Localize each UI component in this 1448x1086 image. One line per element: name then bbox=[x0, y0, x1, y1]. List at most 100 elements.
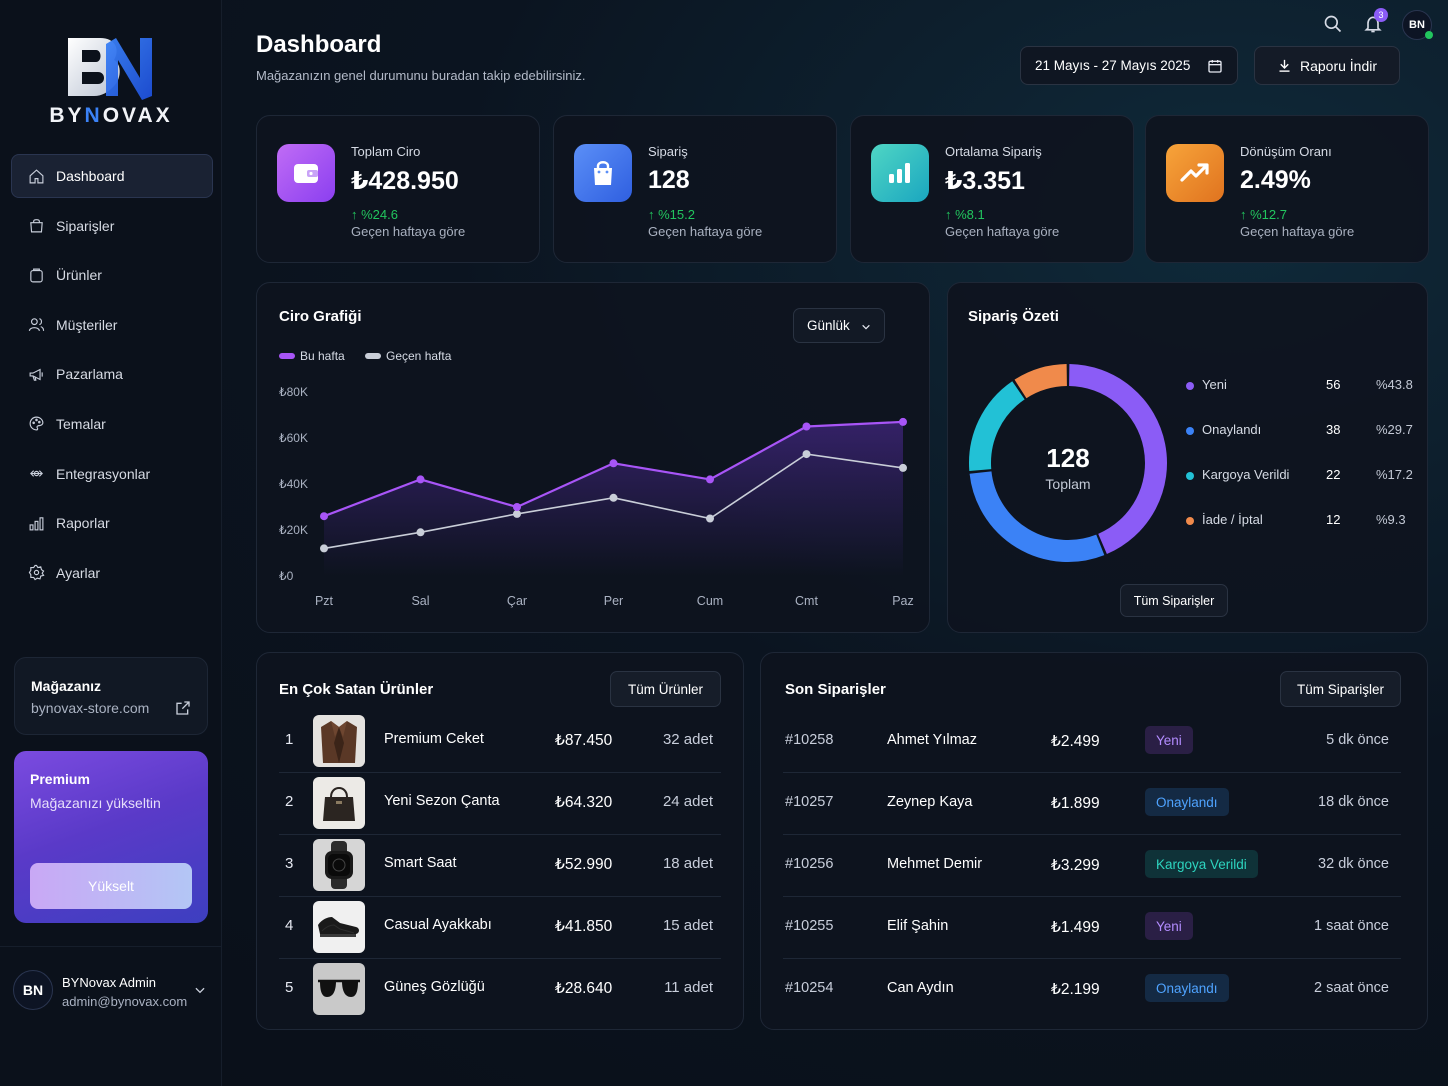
premium-title: Premium bbox=[30, 771, 90, 787]
data-point[interactable] bbox=[320, 544, 328, 553]
sidebar-item-reports[interactable]: Raporlar bbox=[11, 501, 213, 545]
kpi-label: Sipariş bbox=[648, 144, 688, 159]
order-id: #10254 bbox=[785, 980, 834, 996]
product-quantity: 32 adet bbox=[662, 731, 713, 748]
user-email: admin@bynovax.com bbox=[62, 994, 188, 1009]
y-tick-label: ₺40K bbox=[279, 477, 308, 491]
revenue-chart-card: Ciro Grafiği Günlük Bu hafta Geçen hafta… bbox=[256, 282, 930, 633]
recent-orders-card: Son Siparişler Tüm Siparişler #10258 Ahm… bbox=[760, 652, 1428, 1030]
chevron-down-icon bbox=[862, 324, 870, 330]
avatar: BN bbox=[13, 970, 53, 1010]
data-point[interactable] bbox=[416, 528, 425, 537]
sidebar-nav: Dashboard Siparişler Ürünler Müşteriler … bbox=[11, 154, 213, 600]
table-row[interactable]: #10255 Elif Şahin ₺1.499 Yeni 1 saat önc… bbox=[783, 897, 1401, 959]
data-point[interactable] bbox=[609, 459, 618, 468]
table-row[interactable]: #10256 Mehmet Demir ₺3.299 Kargoya Veril… bbox=[783, 835, 1401, 897]
data-point[interactable] bbox=[802, 422, 811, 431]
date-range-label: 21 Mayıs - 27 Mayıs 2025 bbox=[1035, 58, 1191, 73]
user-menu[interactable]: BN BYNovax Admin admin@bynovax.com bbox=[13, 970, 213, 1012]
home-icon bbox=[29, 168, 44, 183]
donut-slice[interactable] bbox=[969, 381, 1025, 471]
product-revenue: ₺52.990 bbox=[555, 856, 613, 873]
x-tick-label: Cum bbox=[697, 594, 723, 608]
sidebar-item-customers[interactable]: Müşteriler bbox=[11, 303, 213, 347]
period-select[interactable]: Günlük bbox=[793, 308, 885, 343]
wallet-icon bbox=[277, 144, 335, 202]
table-row[interactable]: #10257 Zeynep Kaya ₺1.899 Onaylandı 18 d… bbox=[783, 773, 1401, 835]
sidebar-item-dashboard[interactable]: Dashboard bbox=[11, 154, 213, 198]
status-badge: Kargoya Verildi bbox=[1145, 850, 1258, 878]
date-range-picker[interactable]: 21 Mayıs - 27 Mayıs 2025 bbox=[1020, 46, 1238, 85]
bell-icon[interactable] bbox=[1363, 14, 1383, 34]
order-id: #10257 bbox=[785, 794, 834, 810]
sidebar-item-marketing[interactable]: Pazarlama bbox=[11, 352, 213, 396]
shoe-icon bbox=[313, 901, 365, 953]
kpi-value: ₺428.950 bbox=[351, 167, 459, 195]
watch-icon bbox=[313, 839, 365, 891]
data-point[interactable] bbox=[609, 493, 618, 502]
all-products-button[interactable]: Tüm Ürünler bbox=[610, 671, 721, 707]
all-orders-button[interactable]: Tüm Siparişler bbox=[1280, 671, 1401, 707]
table-row[interactable]: #10258 Ahmet Yılmaz ₺2.499 Yeni 5 dk önc… bbox=[783, 711, 1401, 773]
store-url[interactable]: bynovax-store.com bbox=[31, 700, 150, 716]
brand-logo[interactable]: BYNOVAX bbox=[0, 34, 222, 128]
table-row[interactable]: 2 Yeni Sezon Çanta ₺64.320 24 adet bbox=[279, 773, 721, 835]
sidebar-item-products[interactable]: Ürünler bbox=[11, 253, 213, 297]
kpi-value: 2.49% bbox=[1240, 166, 1311, 194]
kpi-change: ↑ %8.1 bbox=[945, 207, 985, 222]
store-card[interactable]: Mağazanız bynovax-store.com bbox=[14, 657, 208, 735]
donut-slice[interactable] bbox=[1014, 364, 1068, 399]
sidebar-item-themes[interactable]: Temalar bbox=[11, 402, 213, 446]
product-name: Premium Ceket bbox=[384, 731, 484, 747]
legend-dot bbox=[1186, 517, 1194, 525]
bar-chart-icon bbox=[871, 144, 929, 202]
premium-card: Premium Mağazanızı yükseltin Yükselt bbox=[14, 751, 208, 923]
order-time: 2 saat önce bbox=[1314, 980, 1389, 996]
status-badge: Yeni bbox=[1145, 912, 1193, 940]
chevron-down-icon[interactable] bbox=[193, 983, 207, 997]
legend-dot bbox=[1186, 382, 1194, 390]
product-quantity: 24 adet bbox=[662, 793, 713, 810]
donut-slice[interactable] bbox=[1068, 364, 1167, 555]
table-row[interactable]: 4 Casual Ayakkabı ₺41.850 15 adet bbox=[279, 897, 721, 959]
data-point[interactable] bbox=[899, 463, 907, 472]
data-point[interactable] bbox=[899, 417, 907, 426]
kpi-change: ↑ %12.7 bbox=[1240, 207, 1287, 222]
donut-slice[interactable] bbox=[969, 470, 1105, 562]
sidebar-item-label: Pazarlama bbox=[56, 366, 123, 383]
table-row[interactable]: 3 Smart Saat ₺52.990 18 adet bbox=[279, 835, 721, 897]
data-point[interactable] bbox=[513, 509, 521, 518]
legend-last-week[interactable]: Geçen hafta bbox=[365, 349, 451, 363]
data-point[interactable] bbox=[320, 512, 328, 521]
data-point[interactable] bbox=[706, 475, 714, 484]
data-point[interactable] bbox=[706, 514, 714, 523]
user-name: BYNovax Admin bbox=[62, 975, 156, 990]
trend-up-icon bbox=[1166, 144, 1224, 202]
legend-this-week[interactable]: Bu hafta bbox=[279, 349, 345, 363]
notification-badge: 3 bbox=[1374, 8, 1388, 22]
upgrade-button[interactable]: Yükselt bbox=[30, 863, 192, 909]
table-row[interactable]: 1 Premium Ceket ₺87.450 32 adet bbox=[279, 711, 721, 773]
all-orders-button[interactable]: Tüm Siparişler bbox=[1120, 584, 1228, 617]
sidebar-item-orders[interactable]: Siparişler bbox=[11, 204, 213, 248]
product-quantity: 11 adet bbox=[664, 979, 713, 996]
legend-item-new: Yeni 56 %43.8 bbox=[1186, 377, 1416, 397]
order-id: #10255 bbox=[785, 918, 834, 934]
top-products-card: En Çok Satan Ürünler Tüm Ürünler 1 Premi… bbox=[256, 652, 744, 1030]
table-row[interactable]: 5 Güneş Gözlüğü ₺28.640 11 adet bbox=[279, 959, 721, 1021]
page-subtitle: Mağazanızın genel durumunu buradan takip… bbox=[256, 68, 586, 83]
table-row[interactable]: #10254 Can Aydın ₺2.199 Onaylandı 2 saat… bbox=[783, 959, 1401, 1021]
download-report-button[interactable]: Raporu İndir bbox=[1254, 46, 1400, 85]
search-icon[interactable] bbox=[1323, 14, 1343, 34]
data-point[interactable] bbox=[416, 475, 425, 484]
product-quantity: 15 adet bbox=[662, 917, 713, 934]
sidebar-item-integrations[interactable]: Entegrasyonlar bbox=[11, 452, 213, 496]
customer-name: Elif Şahin bbox=[887, 918, 949, 934]
order-summary-card: Sipariş Özeti 128 Toplam Yeni 56 %43.8 O… bbox=[947, 282, 1428, 633]
sidebar-item-settings[interactable]: Ayarlar bbox=[11, 551, 213, 595]
data-point[interactable] bbox=[802, 450, 811, 459]
data-point[interactable] bbox=[513, 503, 521, 511]
external-link-icon[interactable] bbox=[175, 700, 191, 716]
kpi-card-orders: Sipariş 128 ↑ %15.2 Geçen haftaya göre bbox=[553, 115, 837, 263]
megaphone-icon bbox=[29, 368, 43, 381]
